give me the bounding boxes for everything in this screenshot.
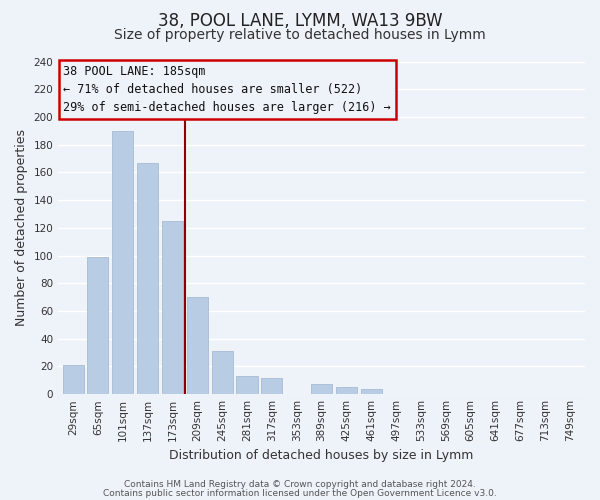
Bar	[112, 131, 133, 394]
Bar	[187, 297, 208, 394]
Bar	[62, 365, 83, 394]
Bar	[162, 221, 183, 394]
Bar	[262, 378, 283, 394]
Bar	[336, 387, 357, 394]
Y-axis label: Number of detached properties: Number of detached properties	[15, 130, 28, 326]
Text: Contains public sector information licensed under the Open Government Licence v3: Contains public sector information licen…	[103, 489, 497, 498]
Text: Contains HM Land Registry data © Crown copyright and database right 2024.: Contains HM Land Registry data © Crown c…	[124, 480, 476, 489]
Text: Size of property relative to detached houses in Lymm: Size of property relative to detached ho…	[114, 28, 486, 42]
X-axis label: Distribution of detached houses by size in Lymm: Distribution of detached houses by size …	[169, 450, 474, 462]
Bar	[137, 162, 158, 394]
Bar	[311, 384, 332, 394]
Bar	[236, 376, 257, 394]
Text: 38 POOL LANE: 185sqm
← 71% of detached houses are smaller (522)
29% of semi-deta: 38 POOL LANE: 185sqm ← 71% of detached h…	[64, 65, 391, 114]
Text: 38, POOL LANE, LYMM, WA13 9BW: 38, POOL LANE, LYMM, WA13 9BW	[158, 12, 442, 30]
Bar	[361, 388, 382, 394]
Bar	[212, 351, 233, 394]
Bar	[88, 257, 109, 394]
